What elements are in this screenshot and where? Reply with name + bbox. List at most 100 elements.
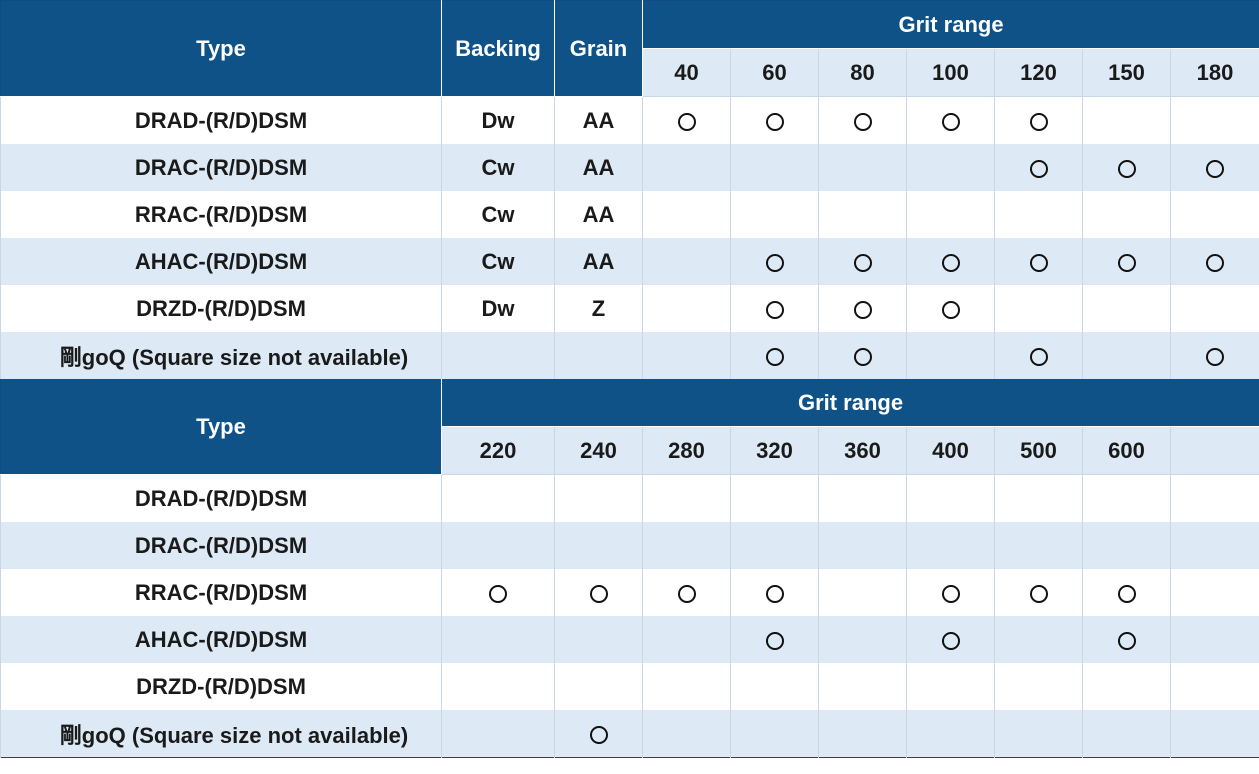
grit-cell <box>554 522 643 569</box>
backing-cell: Dw <box>441 96 555 144</box>
type-cell: DRAC-(R/D)DSM <box>0 144 442 191</box>
grit-header-220: 220 <box>441 426 555 475</box>
table-row: 剛goQ (Square size not available) <box>0 332 1259 379</box>
grit-cell <box>1169 285 1259 332</box>
grain-cell: AA <box>554 144 643 191</box>
grit-cell <box>730 191 819 238</box>
grit-cell <box>1082 238 1171 285</box>
table-row: DRAD-(R/D)DSM Dw AA <box>0 96 1259 144</box>
grit-cell <box>554 616 643 663</box>
circle-mark-icon <box>1206 253 1225 272</box>
backing-cell: Cw <box>441 238 555 285</box>
grit-cell <box>994 332 1083 379</box>
grit-cell <box>441 710 555 758</box>
grit-cell <box>994 144 1083 191</box>
type-header-2: Type <box>0 379 442 475</box>
grit-cell <box>906 191 995 238</box>
grit-header-180: 180 <box>1169 48 1259 97</box>
grit-cell <box>1082 522 1171 569</box>
grit-cell <box>642 474 731 522</box>
grit-header-blank <box>1169 426 1259 475</box>
grit-header-100: 100 <box>906 48 995 97</box>
grit-header-600: 600 <box>1082 426 1171 475</box>
type-cell: 剛goQ (Square size not available) <box>0 710 442 758</box>
grit-header-320: 320 <box>730 426 819 475</box>
grit-cell <box>994 238 1083 285</box>
circle-mark-icon <box>765 253 784 272</box>
backing-cell: Cw <box>441 144 555 191</box>
grit-cell <box>818 285 907 332</box>
grit-cell <box>642 710 731 758</box>
circle-mark-icon <box>765 347 784 366</box>
section1-header-row-1: Type Backing Grain Grit range <box>0 0 1259 97</box>
grit-header-120: 120 <box>994 48 1083 97</box>
grit-cell <box>642 285 731 332</box>
grit-header-40: 40 <box>642 48 731 97</box>
grit-cell <box>441 522 555 569</box>
grit-cell <box>994 96 1083 144</box>
circle-mark-icon <box>1117 253 1136 272</box>
grit-range-header-2: Grit range <box>440 379 1259 427</box>
grit-cell <box>818 522 907 569</box>
grit-cell <box>730 332 819 379</box>
grit-cell <box>441 616 555 663</box>
grit-cell <box>730 710 819 758</box>
grit-header-60: 60 <box>730 48 819 97</box>
grit-header-150: 150 <box>1082 48 1171 97</box>
section1-grit-row: 40 60 80 100 120 150 180 <box>1 48 1259 97</box>
grain-cell: AA <box>554 191 643 238</box>
circle-mark-icon <box>1206 347 1225 366</box>
circle-mark-icon <box>765 300 784 319</box>
circle-mark-icon <box>1206 159 1225 178</box>
circle-mark-icon <box>677 584 696 603</box>
grit-cell <box>906 285 995 332</box>
grit-cell <box>1082 191 1171 238</box>
grain-cell: AA <box>554 96 643 144</box>
grit-cell <box>1082 96 1171 144</box>
table-row: DRAC-(R/D)DSM Cw AA <box>0 144 1259 191</box>
grit-cell <box>818 96 907 144</box>
backing-header: Backing <box>441 0 555 97</box>
circle-mark-icon <box>853 253 872 272</box>
table-row: DRAD-(R/D)DSM <box>0 474 1259 522</box>
grit-cell <box>906 569 995 616</box>
grit-cell <box>818 616 907 663</box>
grit-cell <box>906 238 995 285</box>
type-cell: AHAC-(R/D)DSM <box>0 238 442 285</box>
type-cell: DRAC-(R/D)DSM <box>0 522 442 569</box>
grit-cell <box>1169 238 1259 285</box>
grit-cell <box>818 191 907 238</box>
circle-mark-icon <box>765 584 784 603</box>
grit-cell <box>642 238 731 285</box>
grit-cell <box>642 663 731 710</box>
grit-cell <box>1082 332 1171 379</box>
circle-mark-icon <box>677 112 696 131</box>
grit-header-360: 360 <box>818 426 907 475</box>
grit-header-80: 80 <box>818 48 907 97</box>
circle-mark-icon <box>941 253 960 272</box>
grit-cell <box>642 96 731 144</box>
grit-cell <box>906 616 995 663</box>
table-row: DRAC-(R/D)DSM <box>0 522 1259 569</box>
grit-cell <box>1082 663 1171 710</box>
grit-cell <box>1082 616 1171 663</box>
grit-cell <box>441 569 555 616</box>
type-header: Type <box>0 0 442 97</box>
grit-cell <box>642 144 731 191</box>
grit-cell <box>642 569 731 616</box>
grit-header-280: 280 <box>642 426 731 475</box>
circle-mark-icon <box>1117 584 1136 603</box>
circle-mark-icon <box>941 300 960 319</box>
type-cell: AHAC-(R/D)DSM <box>0 616 442 663</box>
circle-mark-icon <box>489 584 507 603</box>
grit-cell <box>1082 569 1171 616</box>
grit-cell <box>906 710 995 758</box>
grit-cell <box>642 332 731 379</box>
grit-cell <box>818 332 907 379</box>
grit-cell <box>994 710 1083 758</box>
circle-mark-icon <box>765 112 784 131</box>
backing-cell <box>441 332 555 379</box>
grit-table: Type Backing Grain Grit range 40 60 80 100 1… <box>0 0 1259 758</box>
grit-cell <box>554 569 643 616</box>
grain-header: Grain <box>554 0 643 97</box>
